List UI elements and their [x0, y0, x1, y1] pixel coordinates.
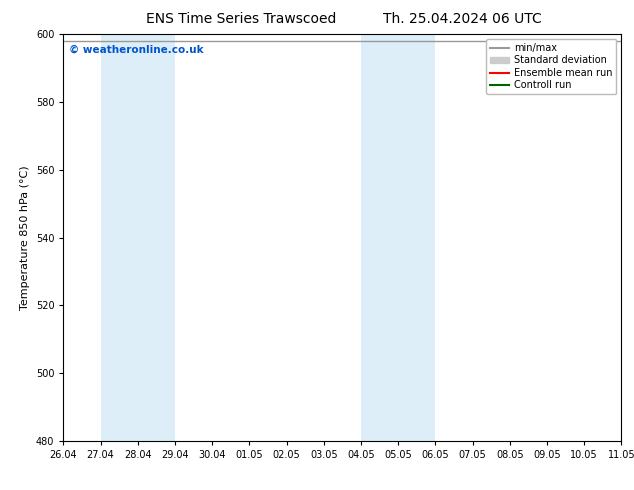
Text: © weatheronline.co.uk: © weatheronline.co.uk [69, 45, 204, 54]
Y-axis label: Temperature 850 hPa (°C): Temperature 850 hPa (°C) [20, 165, 30, 310]
Bar [101, 34, 175, 441]
Text: ENS Time Series Trawscoed: ENS Time Series Trawscoed [146, 12, 336, 26]
Text: Th. 25.04.2024 06 UTC: Th. 25.04.2024 06 UTC [384, 12, 542, 26]
Bar [621, 34, 634, 441]
Legend: min/max, Standard deviation, Ensemble mean run, Controll run: min/max, Standard deviation, Ensemble me… [486, 39, 616, 94]
Bar [361, 34, 436, 441]
